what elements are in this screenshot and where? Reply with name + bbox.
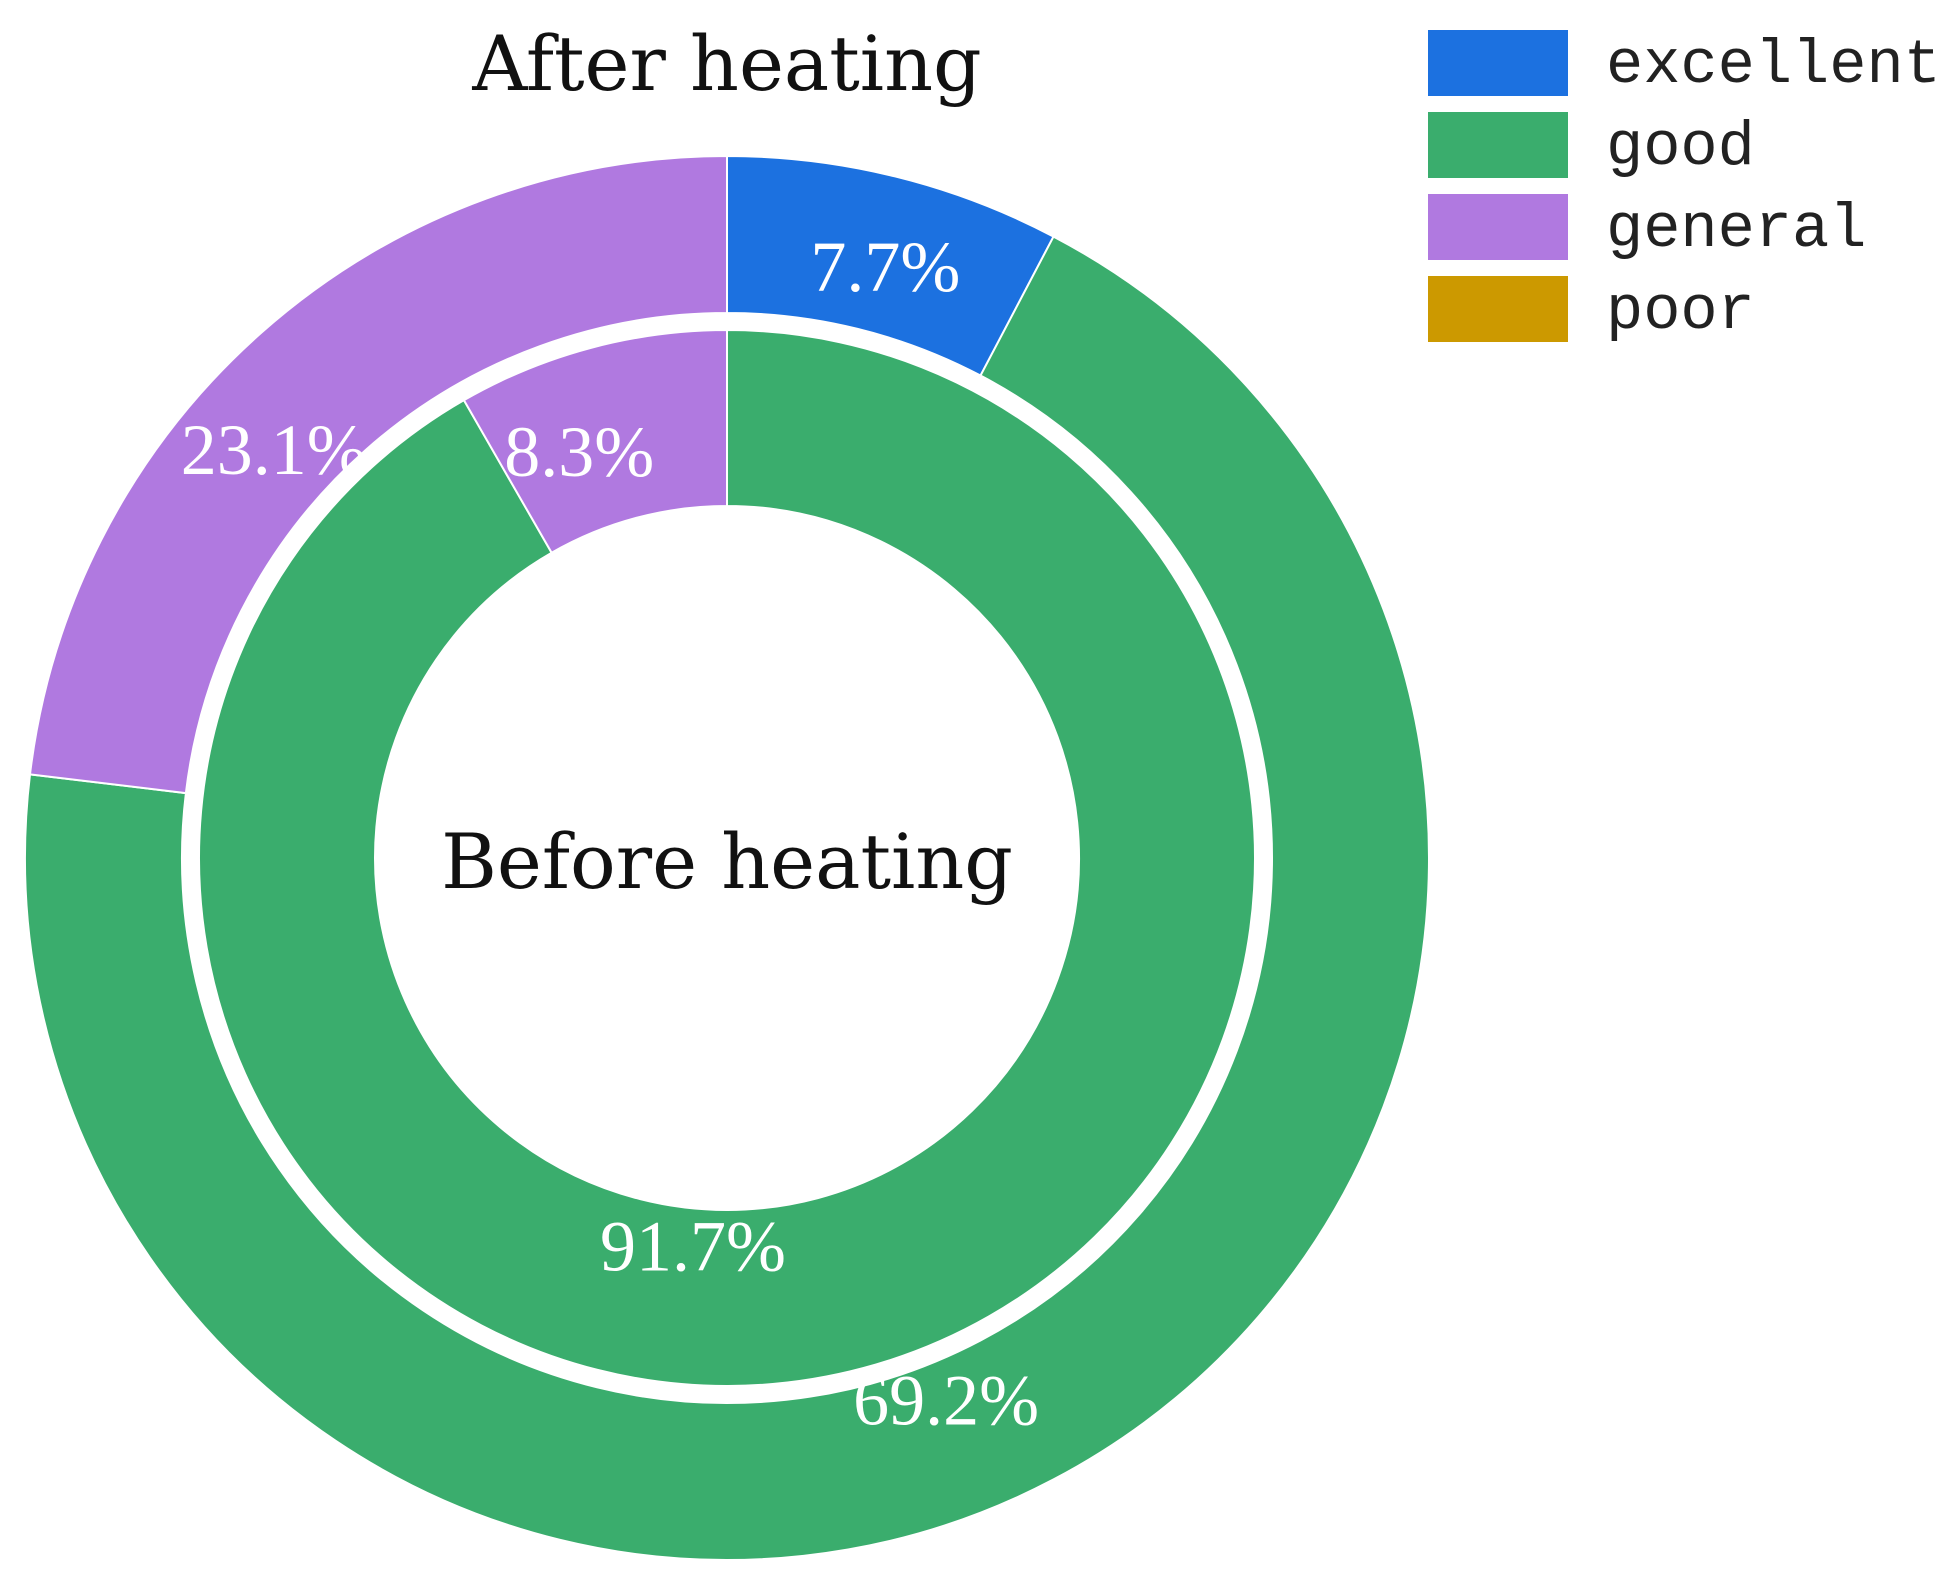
outer-ring-title: After heating bbox=[471, 19, 981, 108]
legend-label-poor: poor bbox=[1606, 276, 1755, 347]
legend: excellent good general poor bbox=[1428, 30, 1941, 347]
label-after-good: 69.2% bbox=[853, 1360, 1039, 1440]
inner-ring-title: Before heating bbox=[441, 817, 1013, 906]
slice-after-good bbox=[24, 235, 1430, 1561]
legend-swatch-good bbox=[1428, 112, 1568, 178]
legend-swatch-poor bbox=[1428, 276, 1568, 342]
outer-ring-after-heating bbox=[24, 154, 1430, 1561]
legend-label-good: good bbox=[1606, 112, 1755, 183]
label-after-excellent: 7.7% bbox=[810, 227, 960, 307]
slice-labels: 91.7% 8.3% 7.7% 69.2% 23.1% bbox=[181, 227, 1039, 1441]
legend-label-excellent: excellent bbox=[1606, 30, 1941, 101]
slice-before-general bbox=[462, 328, 728, 555]
legend-swatch-excellent bbox=[1428, 30, 1568, 96]
slice-after-general bbox=[28, 154, 728, 795]
legend-swatch-general bbox=[1428, 194, 1568, 260]
label-before-good: 91.7% bbox=[600, 1207, 786, 1287]
label-after-general: 23.1% bbox=[181, 410, 367, 490]
inner-ring-before-heating bbox=[198, 328, 1256, 1387]
legend-label-general: general bbox=[1606, 194, 1866, 265]
slice-before-good bbox=[198, 328, 1256, 1387]
label-before-general: 8.3% bbox=[504, 412, 654, 492]
